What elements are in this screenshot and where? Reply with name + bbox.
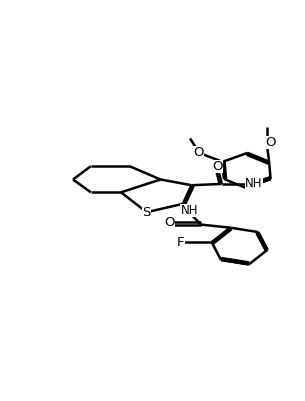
Text: S: S: [142, 206, 151, 219]
Text: O: O: [193, 146, 204, 160]
Text: NH: NH: [181, 204, 198, 217]
Text: O: O: [213, 160, 223, 173]
Text: O: O: [265, 136, 276, 149]
Text: F: F: [177, 236, 185, 249]
Text: NH: NH: [245, 177, 262, 190]
Text: O: O: [165, 216, 175, 229]
